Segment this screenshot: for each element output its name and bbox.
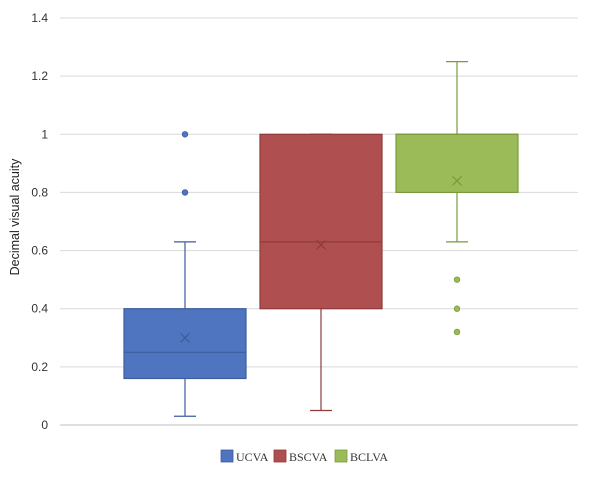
y-tick-label: 1.2	[31, 69, 48, 83]
legend-label: BSCVA	[289, 450, 328, 464]
outlier-point	[453, 305, 461, 312]
mean-marker	[180, 332, 190, 343]
outlier-point	[453, 276, 461, 283]
y-tick-label: 0.2	[31, 360, 48, 374]
legend-item-bclva: BCLVA	[334, 449, 388, 464]
box-body	[395, 133, 519, 194]
y-tick-label: 1.4	[31, 11, 48, 25]
y-tick-label: 0	[41, 418, 48, 432]
legend-swatch	[334, 449, 348, 463]
outlier-point	[453, 328, 461, 336]
box-bscva	[259, 133, 383, 412]
y-tick-label: 0.8	[31, 185, 48, 199]
axis-layer: 0 0.2 0.4 0.6 0.8 1 1.2 1.4	[31, 11, 578, 432]
mean-marker	[316, 239, 326, 250]
legend-swatch	[273, 449, 287, 463]
mean-marker	[452, 175, 462, 186]
legend-item-bscva: BSCVA	[273, 449, 328, 464]
box-ucva	[123, 131, 247, 417]
legend-item-ucva: UCVA	[220, 449, 269, 464]
legend-label: BCLVA	[350, 450, 388, 464]
y-tick-label: 0.6	[31, 244, 48, 258]
outlier-point	[181, 131, 189, 138]
legend-swatch	[220, 449, 234, 463]
box-bclva	[395, 61, 519, 336]
box-body	[123, 308, 247, 380]
y-tick-label: 1	[41, 127, 48, 141]
legend-label: UCVA	[236, 450, 269, 464]
y-tick-label: 0.4	[31, 302, 48, 316]
legend: UCVA BSCVA BCLVA	[220, 449, 388, 464]
outlier-point	[181, 189, 189, 196]
box-layer	[123, 61, 519, 417]
box-body	[259, 133, 383, 310]
y-axis-label: Decimal visual acuity	[8, 158, 22, 275]
